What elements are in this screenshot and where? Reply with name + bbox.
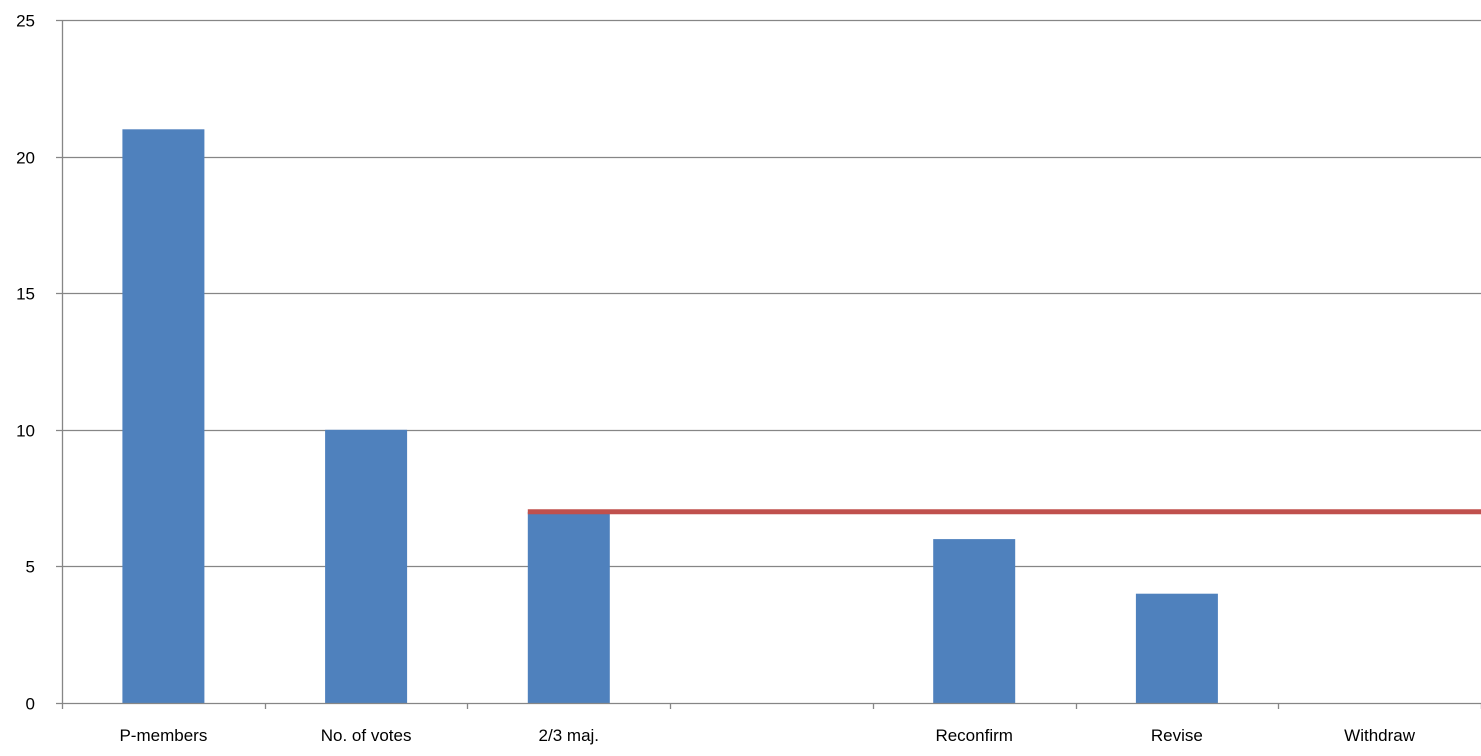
y-tick-label: 15 — [16, 285, 35, 304]
x-tick-label: No. of votes — [321, 726, 412, 745]
x-tick-label: Reconfirm — [935, 726, 1012, 745]
x-tick-labels: P-members No. of votes 2/3 maj. Reconfirm Re… — [119, 726, 1415, 745]
gridlines — [56, 19, 1481, 568]
x-tick-label: Withdraw — [1344, 726, 1416, 745]
axes — [56, 20, 1481, 709]
y-tick-labels: 0 5 10 15 20 25 — [16, 12, 35, 714]
x-tick-label: Revise — [1151, 726, 1203, 745]
bars — [122, 129, 1218, 704]
bar — [527, 511, 610, 703]
y-tick-label: 25 — [16, 12, 35, 31]
bar — [1135, 593, 1218, 703]
y-tick-label: 5 — [26, 558, 35, 577]
y-tick-label: 20 — [16, 149, 35, 168]
x-tick-label: P-members — [119, 726, 207, 745]
x-tick-label: 2/3 maj. — [539, 726, 599, 745]
y-tick-label: 10 — [16, 422, 35, 441]
bar — [325, 429, 408, 703]
bar — [933, 539, 1016, 703]
bar — [122, 129, 205, 704]
y-tick-label: 0 — [26, 695, 35, 714]
